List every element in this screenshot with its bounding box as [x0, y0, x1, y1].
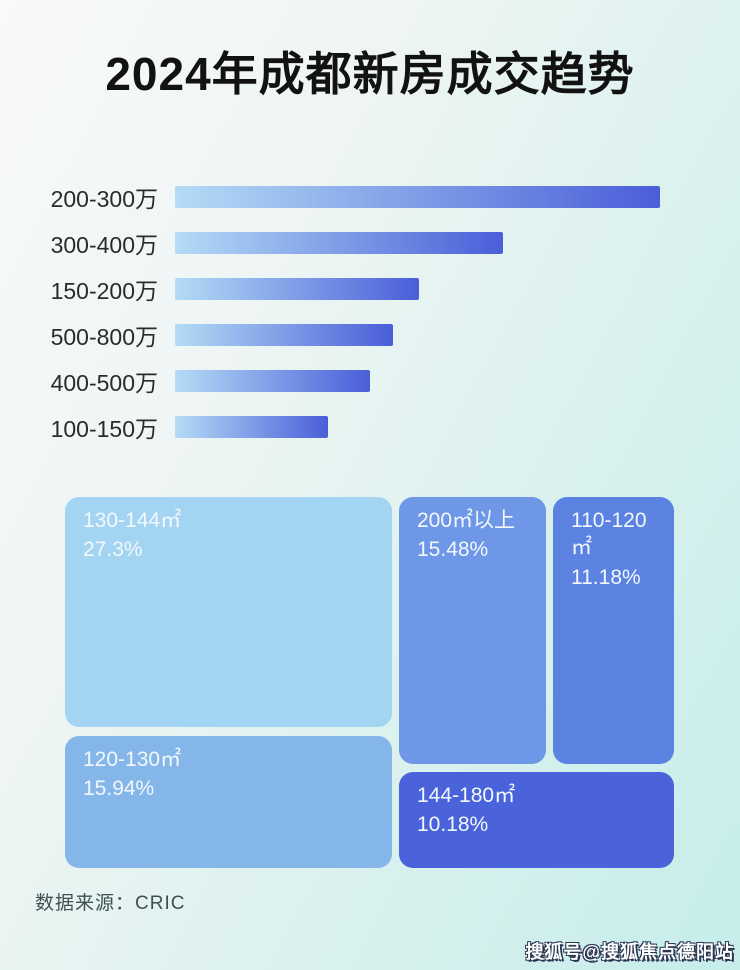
treemap-block-value: 10.18% — [417, 813, 489, 837]
bar-row-300-400: 300-400万 — [30, 232, 660, 258]
bar-category-label: 300-400万 — [50, 232, 158, 258]
treemap-block-120-130: 120-130㎡ 15.94% — [65, 736, 392, 868]
watermark-sohu: 搜狐号@搜狐焦点德阳站 — [525, 942, 734, 962]
treemap-block-label: 110-120㎡ — [571, 509, 647, 560]
treemap-block-200-plus: 200㎡以上 15.48% — [399, 497, 546, 764]
area-share-treemap: 130-144㎡ 27.3% 120-130㎡ 15.94% 200㎡以上 15… — [65, 497, 674, 868]
data-source-note: 数据来源：CRIC — [35, 893, 186, 914]
bar-category-label: 100-150万 — [50, 416, 158, 442]
bar-500-800 — [175, 324, 393, 346]
bar-300-400 — [175, 232, 503, 254]
bar-track — [175, 232, 660, 254]
treemap-block-value: 27.3% — [83, 538, 143, 562]
treemap-block-value: 11.18% — [571, 565, 641, 589]
bar-category-label: 150-200万 — [50, 278, 158, 304]
bar-150-200 — [175, 278, 419, 300]
price-range-bar-chart: 200-300万 300-400万 150-200万 500-800万 400- — [30, 186, 660, 462]
bar-track — [175, 416, 660, 438]
bar-row-100-150: 100-150万 — [30, 416, 660, 442]
treemap-block-144-180: 144-180㎡ 10.18% — [399, 772, 674, 868]
treemap-block-label: 200㎡以上 — [417, 509, 516, 532]
bar-100-150 — [175, 416, 328, 438]
bar-track — [175, 186, 660, 208]
bar-track — [175, 370, 660, 392]
bar-row-500-800: 500-800万 — [30, 324, 660, 350]
bar-row-200-300: 200-300万 — [30, 186, 660, 212]
bar-row-400-500: 400-500万 — [30, 370, 660, 396]
treemap-block-label: 144-180㎡ — [417, 784, 516, 807]
bar-track — [175, 278, 660, 300]
treemap-block-value: 15.94% — [83, 777, 155, 801]
treemap-block-label: 120-130㎡ — [83, 748, 182, 771]
treemap-block-label: 130-144㎡ — [83, 509, 182, 532]
page-title: 2024年成都新房成交趋势 — [105, 48, 635, 100]
bar-track — [175, 324, 660, 346]
bar-category-label: 200-300万 — [50, 186, 158, 212]
treemap-block-110-120: 110-120㎡ 11.18% — [553, 497, 674, 764]
bar-category-label: 400-500万 — [50, 370, 158, 396]
treemap-block-130-144: 130-144㎡ 27.3% — [65, 497, 392, 727]
bar-400-500 — [175, 370, 370, 392]
bar-category-label: 500-800万 — [50, 324, 158, 350]
bar-row-150-200: 150-200万 — [30, 278, 660, 304]
bar-200-300 — [175, 186, 660, 208]
treemap-block-value: 15.48% — [417, 538, 489, 562]
